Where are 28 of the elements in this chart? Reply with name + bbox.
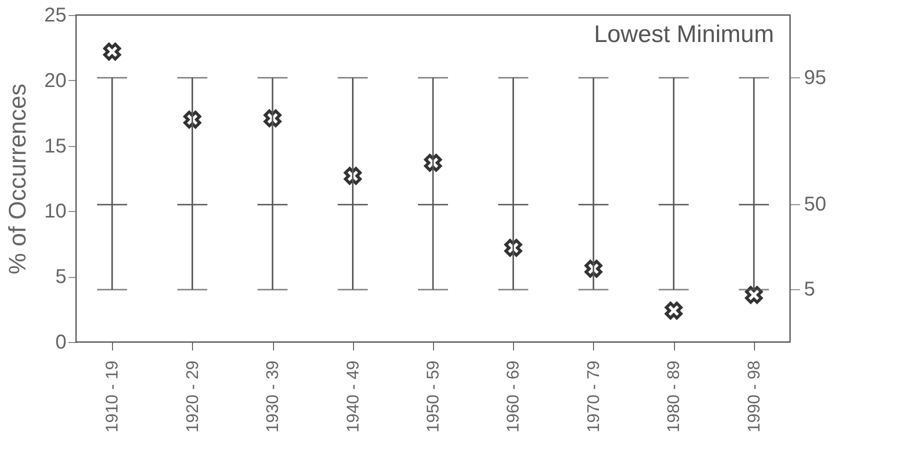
- y-tick-label: 10: [44, 200, 66, 223]
- text: 5: [804, 278, 816, 301]
- text: 95: [804, 66, 826, 89]
- x-tick-label: 1970 - 79: [584, 360, 603, 432]
- text: 50: [804, 194, 826, 216]
- x-tick-label: 1950 - 59: [424, 360, 442, 432]
- point: [664, 302, 683, 320]
- point: [584, 260, 602, 278]
- x-tick-label: 1940 - 49: [343, 360, 362, 432]
- x-tick-label: 1960 - 69: [504, 360, 523, 432]
- x-tick-label: 1990 - 98: [744, 360, 764, 432]
- x-tick-label: 1920 - 29: [182, 360, 202, 432]
- point: [504, 238, 522, 257]
- y-tick-label: 15: [44, 135, 66, 158]
- point: [183, 110, 202, 128]
- y-tick-label: 25: [44, 4, 66, 26]
- point: [103, 42, 121, 60]
- annotation: Lowest Minimum: [594, 21, 774, 48]
- point: [344, 167, 362, 185]
- y-tick-label: 5: [55, 266, 66, 288]
- point: [424, 154, 442, 172]
- y-axis-title: % of Occurrences: [4, 84, 32, 274]
- x-tick-label: 1910 - 19: [102, 360, 122, 432]
- point: [264, 109, 282, 128]
- y-tick-label: 0: [55, 332, 66, 354]
- y-tick-label: 20: [44, 70, 66, 92]
- x-tick-label: 1930 - 39: [263, 360, 282, 432]
- x-tick-label: 1980 - 89: [664, 360, 684, 432]
